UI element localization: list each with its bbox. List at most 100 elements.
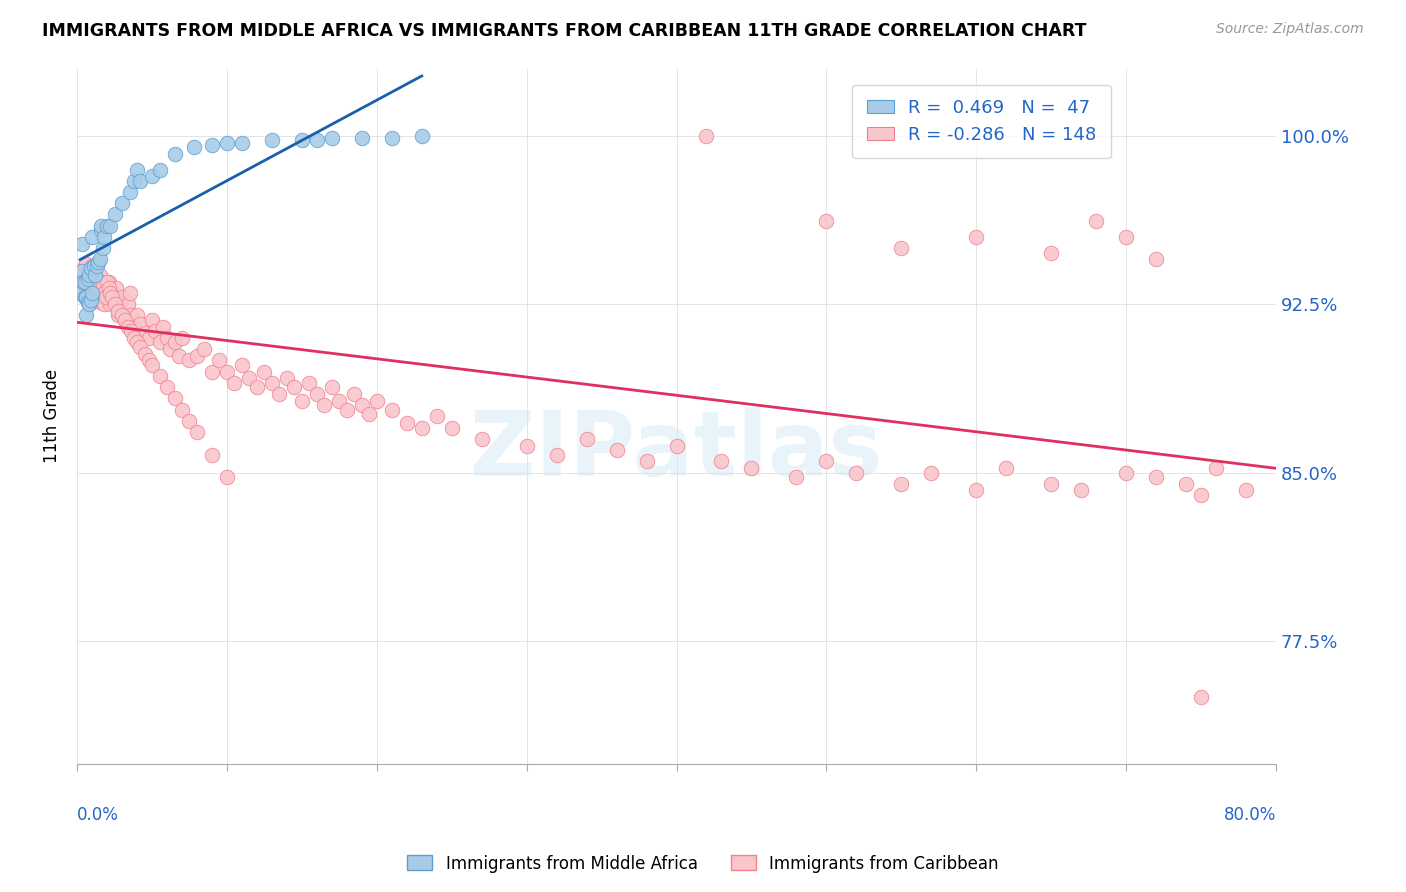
Point xyxy=(163,335,186,350)
Y-axis label: 11th Grade: 11th Grade xyxy=(44,369,60,464)
Point xyxy=(215,364,238,378)
Point xyxy=(125,309,148,323)
Point xyxy=(98,219,121,233)
Point xyxy=(96,290,118,304)
Point xyxy=(86,290,108,304)
Point xyxy=(328,393,350,408)
Point xyxy=(76,285,98,300)
Point xyxy=(70,236,93,251)
Text: 0.0%: 0.0% xyxy=(77,806,120,824)
Point xyxy=(79,275,101,289)
Point xyxy=(179,414,201,428)
Point xyxy=(740,461,762,475)
Point xyxy=(276,371,298,385)
Point xyxy=(91,241,114,255)
Point xyxy=(1205,461,1227,475)
Point xyxy=(120,324,142,338)
Point xyxy=(77,297,100,311)
Point xyxy=(170,402,193,417)
Point xyxy=(111,196,134,211)
Point xyxy=(100,290,122,304)
Point xyxy=(201,364,224,378)
Point xyxy=(1144,470,1167,484)
Point xyxy=(1070,483,1092,498)
Legend: R =  0.469   N =  47, R = -0.286   N = 148: R = 0.469 N = 47, R = -0.286 N = 148 xyxy=(852,85,1111,159)
Point xyxy=(815,454,838,468)
Point xyxy=(1234,483,1257,498)
Point xyxy=(72,275,94,289)
Text: IMMIGRANTS FROM MIDDLE AFRICA VS IMMIGRANTS FROM CARIBBEAN 11TH GRADE CORRELATIO: IMMIGRANTS FROM MIDDLE AFRICA VS IMMIGRA… xyxy=(42,22,1087,40)
Point xyxy=(73,259,96,273)
Point xyxy=(1040,476,1063,491)
Point xyxy=(890,476,912,491)
Point xyxy=(93,297,115,311)
Point xyxy=(89,294,111,309)
Point xyxy=(163,392,186,406)
Point xyxy=(350,398,373,412)
Point xyxy=(845,466,868,480)
Point xyxy=(291,393,314,408)
Point xyxy=(77,297,100,311)
Point xyxy=(76,272,98,286)
Point xyxy=(1144,252,1167,267)
Point xyxy=(80,268,103,282)
Point xyxy=(695,128,717,143)
Point xyxy=(129,174,152,188)
Point xyxy=(224,376,246,390)
Point xyxy=(84,272,107,286)
Point xyxy=(80,230,103,244)
Point xyxy=(100,285,122,300)
Point xyxy=(76,266,98,280)
Point xyxy=(305,133,328,147)
Point xyxy=(107,304,129,318)
Point xyxy=(186,425,208,439)
Point xyxy=(94,281,117,295)
Point xyxy=(167,349,190,363)
Point xyxy=(84,268,107,282)
Point xyxy=(103,207,125,221)
Point xyxy=(350,131,373,145)
Point xyxy=(96,275,118,289)
Point xyxy=(125,335,148,350)
Point xyxy=(143,324,166,338)
Point xyxy=(411,128,433,143)
Point xyxy=(75,290,97,304)
Point xyxy=(80,285,103,300)
Point xyxy=(83,285,105,300)
Point xyxy=(314,398,336,412)
Point xyxy=(1175,476,1198,491)
Point xyxy=(77,270,100,285)
Point xyxy=(215,470,238,484)
Point xyxy=(70,263,93,277)
Point xyxy=(69,285,91,300)
Point xyxy=(125,162,148,177)
Point xyxy=(411,420,433,434)
Point xyxy=(90,275,112,289)
Point xyxy=(98,285,121,300)
Point xyxy=(1189,488,1212,502)
Legend: Immigrants from Middle Africa, Immigrants from Caribbean: Immigrants from Middle Africa, Immigrant… xyxy=(401,848,1005,880)
Point xyxy=(336,402,359,417)
Point xyxy=(107,309,129,323)
Point xyxy=(395,416,418,430)
Point xyxy=(546,448,568,462)
Point xyxy=(152,319,174,334)
Point xyxy=(606,443,628,458)
Point xyxy=(111,309,134,323)
Point xyxy=(253,364,276,378)
Point xyxy=(920,466,942,480)
Point xyxy=(179,353,201,368)
Point xyxy=(87,254,110,268)
Point xyxy=(440,420,463,434)
Point xyxy=(231,358,253,372)
Point xyxy=(159,342,181,356)
Point xyxy=(83,263,105,277)
Point xyxy=(995,461,1018,475)
Point xyxy=(69,275,91,289)
Point xyxy=(75,309,97,323)
Point xyxy=(114,313,136,327)
Point xyxy=(785,470,807,484)
Point xyxy=(89,252,111,267)
Point xyxy=(94,290,117,304)
Point xyxy=(72,281,94,295)
